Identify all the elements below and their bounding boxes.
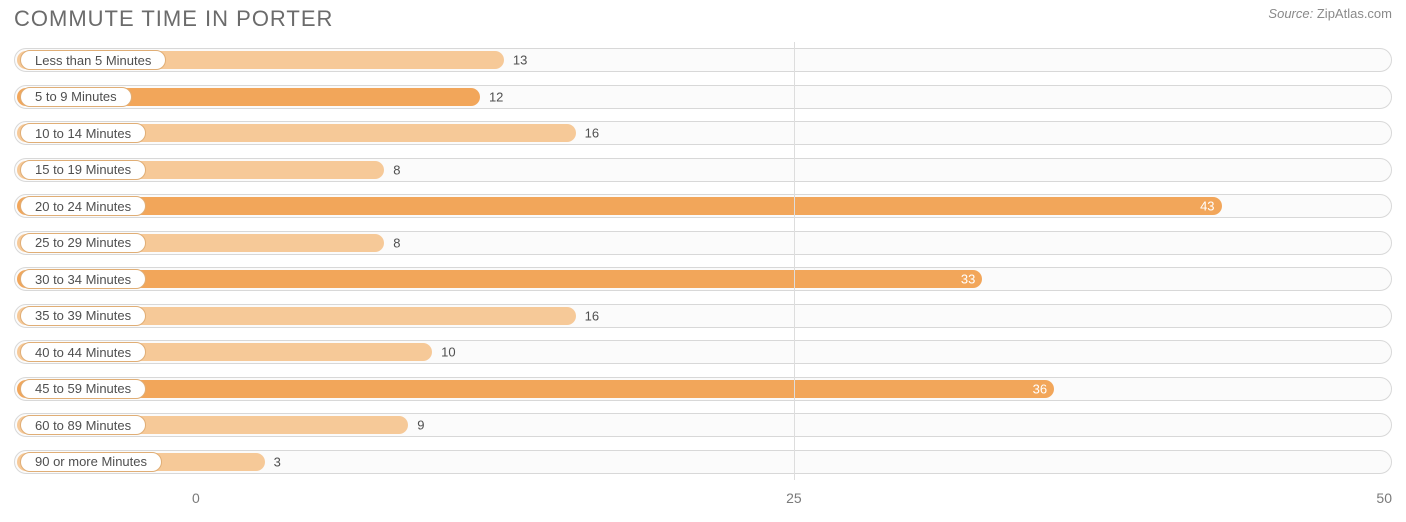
bar-value-label: 8: [393, 162, 400, 177]
bar-value-label: 36: [1033, 381, 1047, 396]
bar-value-label: 16: [585, 126, 599, 141]
x-tick: 50: [1376, 490, 1392, 506]
bar-container: 13Less than 5 Minutes125 to 9 Minutes161…: [14, 42, 1392, 480]
bar-row: 12 5 to 9 Minutes: [14, 85, 1392, 109]
bar-value-label: 13: [513, 53, 527, 68]
source-value: ZipAtlas.com: [1317, 6, 1392, 21]
bar-fill: [17, 380, 1054, 398]
bar-value-label: 9: [417, 418, 424, 433]
category-pill: Less than 5 Minutes: [20, 50, 166, 70]
chart-source: Source: ZipAtlas.com: [1268, 6, 1392, 21]
bar-row: 33 30 to 34 Minutes: [14, 267, 1392, 291]
category-pill: 25 to 29 Minutes: [20, 233, 146, 253]
x-axis: 0 25 50: [14, 490, 1392, 510]
category-pill: 5 to 9 Minutes: [20, 87, 132, 107]
bar-row: 36 45 to 59 Minutes: [14, 377, 1392, 401]
category-pill: 45 to 59 Minutes: [20, 379, 146, 399]
bar-value-label: 8: [393, 235, 400, 250]
bar-value-label: 10: [441, 345, 455, 360]
source-label: Source:: [1268, 6, 1313, 21]
category-pill: 15 to 19 Minutes: [20, 160, 146, 180]
bar-row: 43 20 to 24 Minutes: [14, 194, 1392, 218]
bar-fill: [17, 270, 982, 288]
category-pill: 40 to 44 Minutes: [20, 342, 146, 362]
gridline: [794, 42, 795, 480]
bar-row: 16 35 to 39 Minutes: [14, 304, 1392, 328]
category-pill: 90 or more Minutes: [20, 452, 162, 472]
chart-area: 13Less than 5 Minutes125 to 9 Minutes161…: [14, 42, 1392, 480]
category-pill: 30 to 34 Minutes: [20, 269, 146, 289]
chart-header: COMMUTE TIME IN PORTER Source: ZipAtlas.…: [0, 0, 1406, 32]
bar-value-label: 16: [585, 308, 599, 323]
bar-value-label: 43: [1200, 199, 1214, 214]
bar-fill: [17, 197, 1222, 215]
category-pill: 20 to 24 Minutes: [20, 196, 146, 216]
bar-row: 3 90 or more Minutes: [14, 450, 1392, 474]
x-tick: 25: [786, 490, 802, 506]
x-tick: 0: [192, 490, 200, 506]
category-pill: 10 to 14 Minutes: [20, 123, 146, 143]
category-pill: 60 to 89 Minutes: [20, 415, 146, 435]
category-pill: 35 to 39 Minutes: [20, 306, 146, 326]
bar-row: 8 25 to 29 Minutes: [14, 231, 1392, 255]
bar-row: 13 Less than 5 Minutes: [14, 48, 1392, 72]
chart-title: COMMUTE TIME IN PORTER: [14, 6, 333, 32]
bar-row: 8 15 to 19 Minutes: [14, 158, 1392, 182]
bar-value-label: 33: [961, 272, 975, 287]
bar-row: 10 40 to 44 Minutes: [14, 340, 1392, 364]
bar-row: 16 10 to 14 Minutes: [14, 121, 1392, 145]
bar-row: 9 60 to 89 Minutes: [14, 413, 1392, 437]
bar-value-label: 12: [489, 89, 503, 104]
bar-value-label: 3: [274, 454, 281, 469]
